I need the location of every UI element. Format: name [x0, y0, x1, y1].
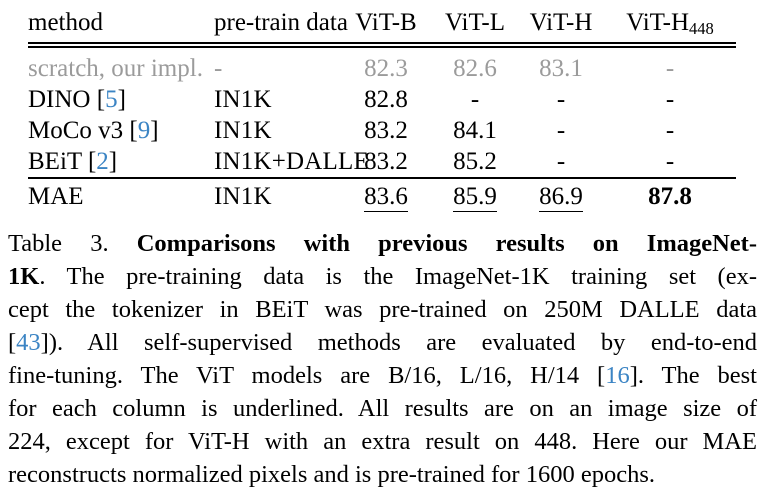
result-value-cell: 83.2	[340, 146, 432, 178]
result-value: -	[556, 148, 566, 175]
result-value-cell: -	[518, 146, 604, 178]
caption-text: reconstructs normalized pixels and is pr…	[8, 461, 656, 488]
method-cell: MAE	[28, 177, 214, 212]
caption-line: cept the tokenizer in BEiT was pre-train…	[8, 293, 757, 326]
result-value: 82.8	[364, 86, 408, 113]
method-name: scratch, our impl.	[28, 55, 203, 82]
result-value: 83.6	[364, 183, 408, 212]
method-name: MAE	[28, 183, 84, 210]
caption-text: 224, except for ViT-H with an extra resu…	[8, 428, 757, 455]
pretrain-data-cell: IN1K	[214, 86, 272, 113]
result-value: 82.3	[364, 55, 408, 82]
results-table: method pre-train data ViT-B ViT-L ViT-H ViT-H…	[28, 6, 736, 212]
table-caption: Table 3. Comparisons with previous resul…	[8, 227, 757, 491]
pretrain-data-cell: IN1K+DALLE	[214, 148, 369, 175]
result-value-cell: 82.8	[340, 84, 432, 115]
citation-link[interactable]: 16	[605, 362, 630, 389]
caption-text: Table 3.	[8, 230, 137, 257]
table-header: method pre-train data ViT-B ViT-L ViT-H ViT-H…	[28, 6, 736, 48]
paper-table-figure: method pre-train data ViT-B ViT-L ViT-H ViT-H…	[0, 6, 765, 495]
result-value-cell: 86.9	[518, 177, 604, 212]
caption-text: fine-tuning. The ViT models are B/16, L/…	[8, 362, 606, 389]
caption-text: Comparisons with previous results on Ima…	[136, 230, 757, 257]
column-header: method	[28, 6, 214, 48]
result-value: 83.2	[364, 117, 408, 144]
result-value: 85.9	[453, 183, 497, 212]
citation-link[interactable]: 2	[96, 148, 109, 175]
caption-line: 1K. The pre-training data is the ImageNe…	[8, 260, 757, 293]
result-value: 84.1	[453, 117, 497, 144]
caption-line: reconstructs normalized pixels and is pr…	[8, 458, 757, 491]
result-value: 85.2	[453, 148, 497, 175]
caption-line: fine-tuning. The ViT models are B/16, L/…	[8, 359, 757, 392]
citation-link[interactable]: 43	[16, 329, 41, 356]
result-value-cell: 82.3	[340, 45, 432, 84]
method-cell: DINO [5]	[28, 86, 126, 113]
result-value-cell: 85.2	[432, 146, 518, 178]
caption-line: for each column is underlined. All resul…	[8, 392, 757, 425]
result-value-cell: 83.1	[518, 45, 604, 84]
caption-text: ]). All self-supervised methods are eval…	[40, 329, 757, 356]
table-row: DINO [5] IN1K 82.8 - - -	[28, 84, 736, 115]
pretrain-data-cell: -	[214, 55, 223, 82]
citation-link[interactable]: 5	[105, 86, 118, 113]
method-cell: BEiT [2]	[28, 148, 118, 175]
result-value-cell: 83.2	[340, 115, 432, 146]
result-value-cell: -	[518, 84, 604, 115]
result-value-cell: -	[432, 84, 518, 115]
column-header: ViT-H	[518, 6, 604, 48]
result-value: 86.9	[539, 183, 583, 212]
result-value: -	[665, 86, 675, 113]
caption-text: . The pre-training data is the ImageNet-…	[39, 263, 757, 290]
result-value-cell: 83.6	[340, 177, 432, 212]
result-value: -	[556, 117, 566, 144]
result-value-cell: 82.6	[432, 45, 518, 84]
table-row: MAE IN1K 83.6 85.9 86.9 87.8	[28, 177, 736, 212]
method-cell: MoCo v3 [9]	[28, 117, 159, 144]
result-value: 87.8	[648, 183, 692, 210]
result-value: 83.1	[539, 55, 583, 82]
method-name: BEiT	[28, 148, 88, 175]
result-value: -	[665, 55, 675, 82]
caption-text: cept the tokenizer in BEiT was pre-train…	[8, 296, 757, 323]
result-value: -	[665, 117, 675, 144]
table-row: MoCo v3 [9] IN1K 83.2 84.1 - -	[28, 115, 736, 146]
pretrain-data-cell: IN1K	[214, 177, 340, 212]
column-header: ViT-H448	[604, 6, 736, 48]
table-row: scratch, our impl. -82.3 82.6 83.1-	[28, 45, 736, 84]
method-cell: scratch, our impl.	[28, 45, 214, 84]
result-value-cell: -	[604, 84, 736, 115]
citation-link[interactable]: 9	[137, 117, 151, 144]
result-value: 82.6	[453, 55, 497, 82]
caption-line: [43]). All self-supervised methods are e…	[8, 326, 757, 359]
method-name: MoCo v3	[28, 117, 130, 144]
result-value-cell: -	[518, 115, 604, 146]
column-header: pre-train data	[214, 6, 348, 48]
column-header: ViT-B	[340, 6, 432, 48]
column-header-subscript: 448	[689, 19, 714, 39]
column-header: ViT-L	[432, 6, 518, 48]
result-value: -	[556, 86, 566, 113]
table-row: BEiT [2] IN1K+DALLE 83.2 85.2 - -	[28, 146, 736, 178]
method-name: DINO	[28, 86, 97, 113]
caption-line: 224, except for ViT-H with an extra resu…	[8, 425, 757, 458]
pretrain-data-cell: IN1K	[214, 117, 272, 144]
result-value-cell: 84.1	[432, 115, 518, 146]
caption-text: [	[8, 329, 17, 356]
result-value-cell: -	[604, 146, 736, 178]
result-value-cell: -	[604, 115, 736, 146]
result-value: 83.2	[364, 148, 408, 175]
result-value-cell: 87.8	[604, 177, 736, 212]
caption-line: Table 3. Comparisons with previous resul…	[8, 227, 757, 260]
result-value: -	[470, 86, 480, 113]
result-value: -	[665, 148, 675, 175]
result-value-cell: -	[604, 45, 736, 84]
result-value-cell: 85.9	[432, 177, 518, 212]
caption-text: ]. The best	[629, 362, 757, 389]
caption-text: 1K	[8, 263, 40, 290]
table-body: scratch, our impl. -82.3 82.6 83.1- DINO [5]…	[28, 45, 736, 212]
caption-text: for each column is underlined. All resul…	[8, 395, 757, 422]
